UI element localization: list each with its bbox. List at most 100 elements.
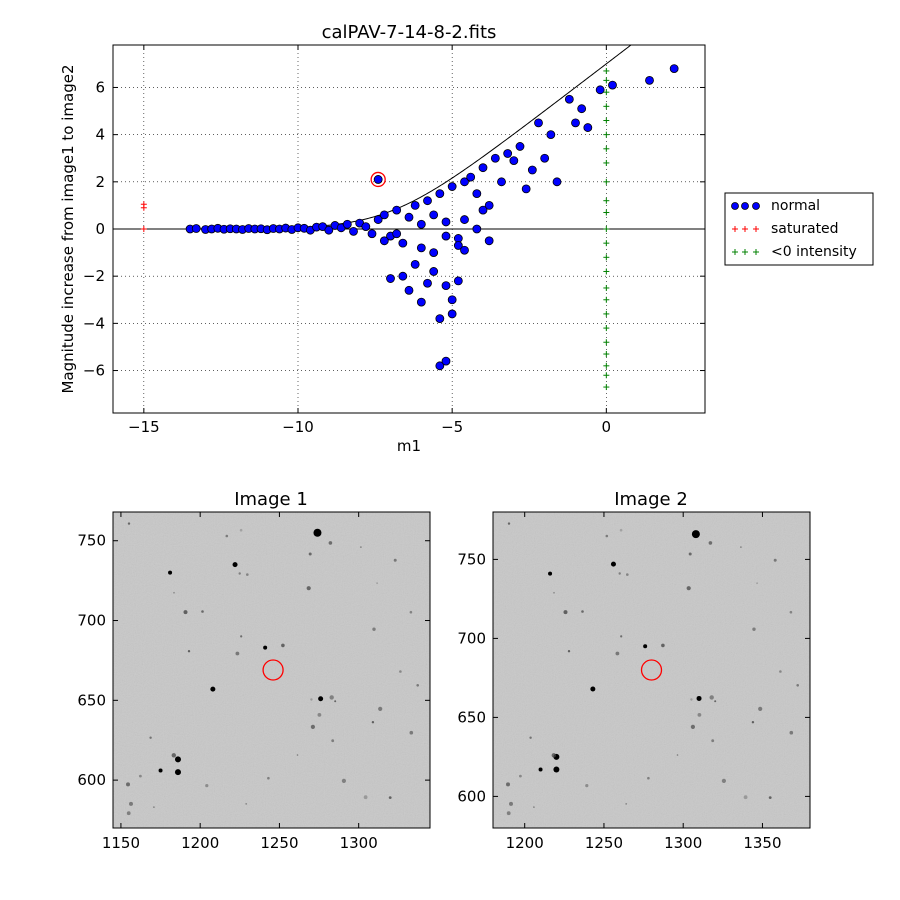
point-normal (460, 177, 469, 187)
scatter-ytick-label: −4 (83, 314, 105, 332)
point-normal (484, 236, 494, 246)
point-normal (453, 241, 463, 250)
faint-star (409, 610, 413, 614)
legend-markers (731, 202, 760, 255)
point-normal (441, 356, 451, 366)
bright-star (174, 756, 181, 763)
scatter-ytick-label: 0 (95, 220, 105, 238)
legend-marker-saturated (742, 226, 748, 232)
faint-star (306, 586, 311, 591)
point-negative-intensity (603, 254, 610, 261)
image-xtick-label: 1300 (340, 834, 378, 852)
image-xtick-label: 1250 (260, 834, 298, 852)
faint-star (529, 736, 532, 739)
bright-star (174, 769, 181, 776)
scatter-ytick-label: 4 (95, 126, 105, 144)
faint-star (376, 582, 378, 585)
bright-star (263, 645, 268, 650)
faint-star (661, 643, 665, 648)
point-negative-intensity (603, 296, 610, 303)
point-normal (410, 259, 420, 269)
image1-target-circle (262, 659, 284, 681)
point-normal (349, 226, 358, 236)
point-normal (453, 276, 463, 286)
scatter-points (140, 64, 679, 391)
bright-star (158, 768, 163, 773)
point-normal (429, 248, 439, 257)
faint-star (773, 558, 777, 562)
point-normal (521, 184, 531, 194)
point-normal (379, 210, 389, 220)
image1-frame (112, 511, 431, 829)
faint-star (310, 724, 315, 730)
point-normal (441, 217, 451, 227)
faint-star (245, 803, 248, 805)
legend: normal saturated <0 intensity (724, 192, 874, 266)
point-normal (398, 271, 408, 281)
faint-star (796, 684, 799, 687)
faint-star (697, 713, 702, 717)
legend-marker-saturated (732, 226, 738, 232)
highlight-circle (370, 171, 386, 188)
point-normal (546, 130, 556, 140)
image-ytick-label: 750 (77, 532, 106, 550)
point-negative-intensity (603, 117, 610, 124)
point-normal (435, 361, 445, 371)
faint-star (585, 784, 589, 788)
point-normal (497, 177, 506, 187)
faint-star (201, 610, 204, 613)
point-normal (460, 245, 469, 255)
image1-ticks: 1150 1200 1250 1300 600 650 700 750 (77, 512, 430, 852)
faint-star (709, 695, 714, 700)
point-normal (564, 94, 574, 104)
faint-star (789, 610, 793, 614)
faint-star (751, 721, 755, 724)
point-normal (484, 201, 494, 210)
point-negative-intensity (603, 77, 610, 84)
point-negative-intensity (603, 197, 610, 204)
point-negative-intensity (603, 226, 610, 232)
point-normal (392, 229, 402, 239)
faint-star (533, 806, 535, 808)
scatter-xtick-label: −10 (282, 418, 314, 436)
point-normal (447, 182, 457, 191)
faint-star (183, 610, 188, 615)
scatter-xtick-label: −5 (441, 418, 463, 436)
faint-star (740, 546, 742, 548)
faint-star (676, 754, 679, 756)
point-normal (423, 196, 432, 206)
point-normal (552, 177, 562, 187)
point-normal (324, 225, 334, 235)
faint-star (416, 684, 420, 687)
faint-star (296, 754, 299, 756)
point-normal (435, 189, 445, 199)
faint-star (149, 736, 152, 739)
legend-box (724, 192, 874, 266)
faint-star (328, 541, 333, 545)
point-normal (447, 295, 457, 305)
faint-star (371, 721, 375, 724)
point-normal (472, 224, 482, 234)
bright-star (643, 644, 648, 649)
faint-star (620, 635, 623, 638)
point-normal (466, 172, 476, 182)
point-negative-intensity (603, 351, 610, 358)
image2-noise (493, 512, 810, 828)
faint-star (688, 552, 692, 556)
legend-marker-normal (731, 202, 739, 210)
faint-star (519, 774, 522, 778)
point-negative-intensity (603, 372, 610, 379)
faint-star (625, 803, 628, 805)
legend-marker-negative-intensity (753, 249, 759, 255)
faint-star (139, 774, 142, 778)
point-normal (472, 189, 482, 199)
faint-star (127, 522, 131, 525)
faint-star (506, 811, 511, 816)
image-ytick-label: 600 (457, 787, 486, 805)
image-ytick-label: 600 (77, 771, 106, 789)
faint-star (581, 610, 584, 613)
faint-star (238, 572, 241, 575)
point-normal (404, 212, 414, 222)
point-normal (373, 215, 383, 224)
faint-star (399, 670, 402, 673)
